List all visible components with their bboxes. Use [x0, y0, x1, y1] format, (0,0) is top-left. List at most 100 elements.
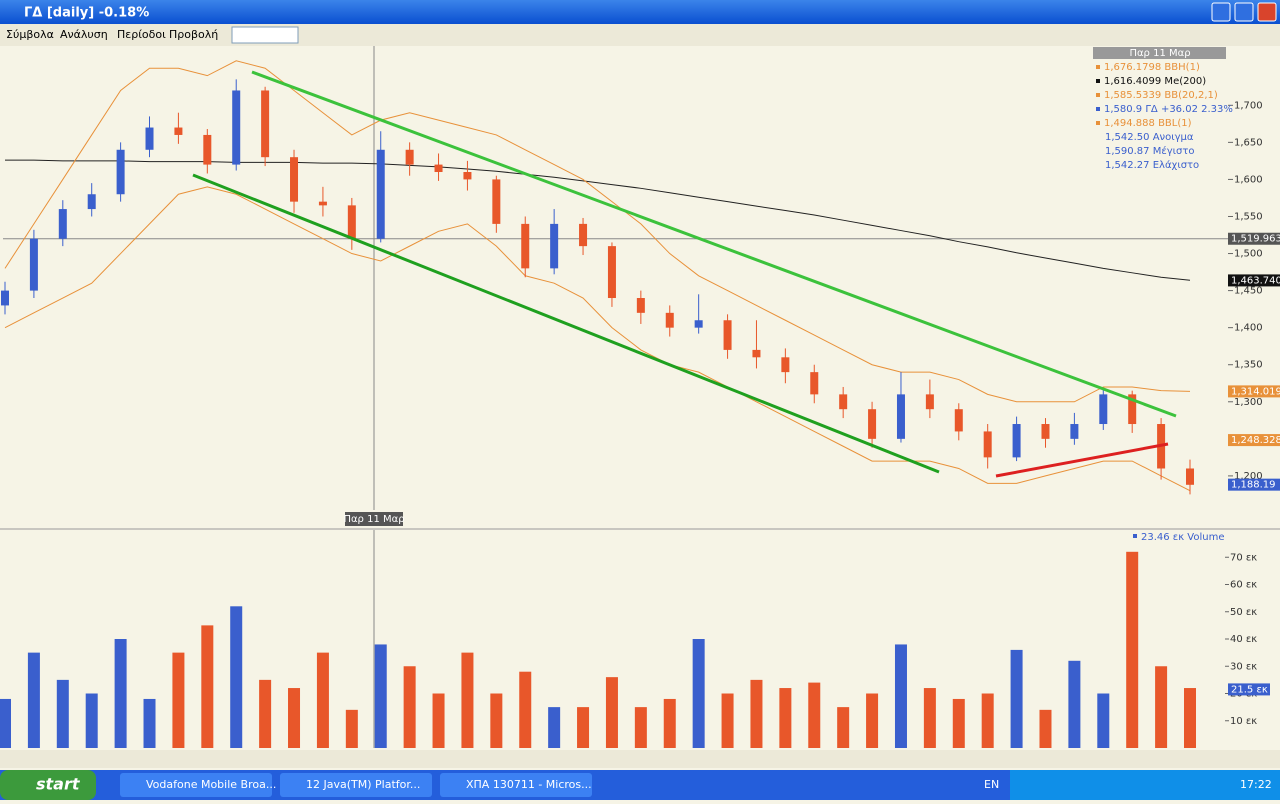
y-tick-label: 1,300: [1234, 397, 1263, 408]
candle-body: [376, 149, 385, 239]
volume-bar: [808, 682, 821, 748]
volume-bar: [0, 698, 11, 748]
minimize[interactable]: [1211, 2, 1231, 22]
candle-body: [290, 157, 299, 202]
overlay-line: [5, 159, 1191, 281]
candle-body: [1041, 424, 1050, 439]
task-button[interactable]: [440, 773, 592, 797]
candle-body: [694, 320, 703, 328]
candle-body: [232, 90, 241, 165]
candle-body: [1012, 424, 1021, 458]
legend-entry: 1,494.888 BBL(1): [1104, 118, 1192, 129]
y-tick-label: 60 εκ: [1230, 580, 1257, 591]
task-label: 12 Java(TM) Platfor...: [306, 778, 420, 791]
candle-body: [521, 223, 530, 269]
menu-bar: [0, 24, 1280, 46]
task-button[interactable]: [120, 773, 272, 797]
y-tick-label: 10 εκ: [1230, 716, 1257, 727]
menu: Σύμβολα Ανάλυση Περίοδοι Προβολή: [6, 28, 218, 41]
candle-body: [58, 209, 67, 239]
start-label: start: [36, 775, 81, 794]
volume-bar: [952, 698, 965, 748]
title-bar: [0, 0, 1280, 24]
y-tick-label: 50 εκ: [1230, 607, 1257, 618]
close[interactable]: [1257, 2, 1277, 22]
volume-bar: [981, 693, 994, 748]
price-tag: [1228, 385, 1280, 398]
volume-bar: [461, 652, 474, 748]
y-tick-label: 40 εκ: [1230, 634, 1257, 645]
volume-bar: [172, 652, 185, 748]
menu-item[interactable]: Ανάλυση: [60, 28, 108, 41]
volume-bar: [316, 652, 329, 748]
volume-bar: [577, 707, 590, 748]
price-tag-label: 1,463.740: [1231, 275, 1280, 286]
menu-item[interactable]: Περίοδοι: [117, 28, 166, 41]
candle-body: [492, 179, 501, 224]
candle-body: [261, 90, 270, 158]
volume-bar: [634, 707, 647, 748]
volume-bar: [1010, 649, 1023, 748]
menu-item[interactable]: Σύμβολα: [6, 28, 54, 41]
volume-bar: [605, 677, 618, 748]
volume-bar: [490, 693, 503, 748]
candle-body: [318, 201, 327, 206]
candle-body: [116, 149, 125, 195]
volume-bar: [143, 698, 156, 748]
cursor-date-box: [345, 512, 403, 526]
start-button[interactable]: [0, 770, 96, 800]
overlay-line: [4, 60, 1191, 403]
candle-body: [29, 238, 38, 291]
candle-body: [87, 194, 96, 210]
search-box[interactable]: [231, 26, 299, 44]
legend-swatch: [1096, 107, 1100, 111]
y-tick-label: 1,650: [1234, 137, 1263, 148]
volume-bar: [403, 666, 416, 748]
volume-bar: [56, 679, 69, 748]
candle-body: [983, 431, 992, 458]
volume-bar: [519, 671, 532, 748]
volume-bar: [114, 639, 127, 748]
cursor-date: Παρ 11 Μαρ: [343, 514, 404, 525]
maximize[interactable]: [1234, 2, 1254, 22]
task-button[interactable]: [280, 773, 432, 797]
task-label: Vodafone Mobile Broa...: [146, 778, 276, 791]
volume-bar: [779, 688, 792, 748]
legend-entry: 1,676.1798 BBH(1): [1104, 62, 1200, 73]
volume-tag: [1228, 683, 1270, 696]
legend-entry: 1,542.50 Ανοιγμα: [1105, 132, 1194, 143]
candle-body: [868, 409, 877, 439]
price-tag: [1228, 232, 1280, 245]
volume-bar: [1068, 660, 1081, 748]
candle-body: [1099, 394, 1108, 425]
y-tick-label: 70 εκ: [1230, 552, 1257, 563]
price-tag: [1228, 478, 1280, 491]
legend-entry: 1,542.27 Ελάχιστο: [1105, 159, 1199, 171]
volume-bar: [1184, 688, 1196, 748]
volume-bar: [1126, 551, 1139, 748]
volume-bar: [837, 707, 850, 748]
candle-body: [1070, 424, 1079, 439]
y-tick-label: 1,500: [1234, 249, 1263, 260]
y-tick-label: 1,350: [1234, 360, 1263, 371]
legend-entry: 1,585.5339 BB(20,2,1): [1104, 90, 1218, 101]
scrollbar[interactable]: [0, 750, 1280, 768]
candle-body: [723, 320, 732, 350]
volume-bar: [230, 606, 243, 748]
candle-body: [463, 172, 472, 180]
candle-body: [607, 246, 616, 299]
menu-item[interactable]: Προβολή: [169, 28, 218, 41]
candle-body: [145, 127, 154, 150]
candle-body: [781, 357, 790, 373]
candle-body: [810, 372, 819, 395]
volume-bar: [259, 679, 272, 748]
price-tag-label: 1,314.019: [1231, 386, 1280, 397]
trend-support: [995, 442, 1169, 478]
candle-body: [434, 164, 443, 173]
legend-title: Παρ 11 Μαρ: [1129, 48, 1190, 59]
candle-body: [839, 394, 848, 410]
y-tick-label: 1,600: [1234, 174, 1263, 185]
candle-body: [347, 205, 356, 239]
